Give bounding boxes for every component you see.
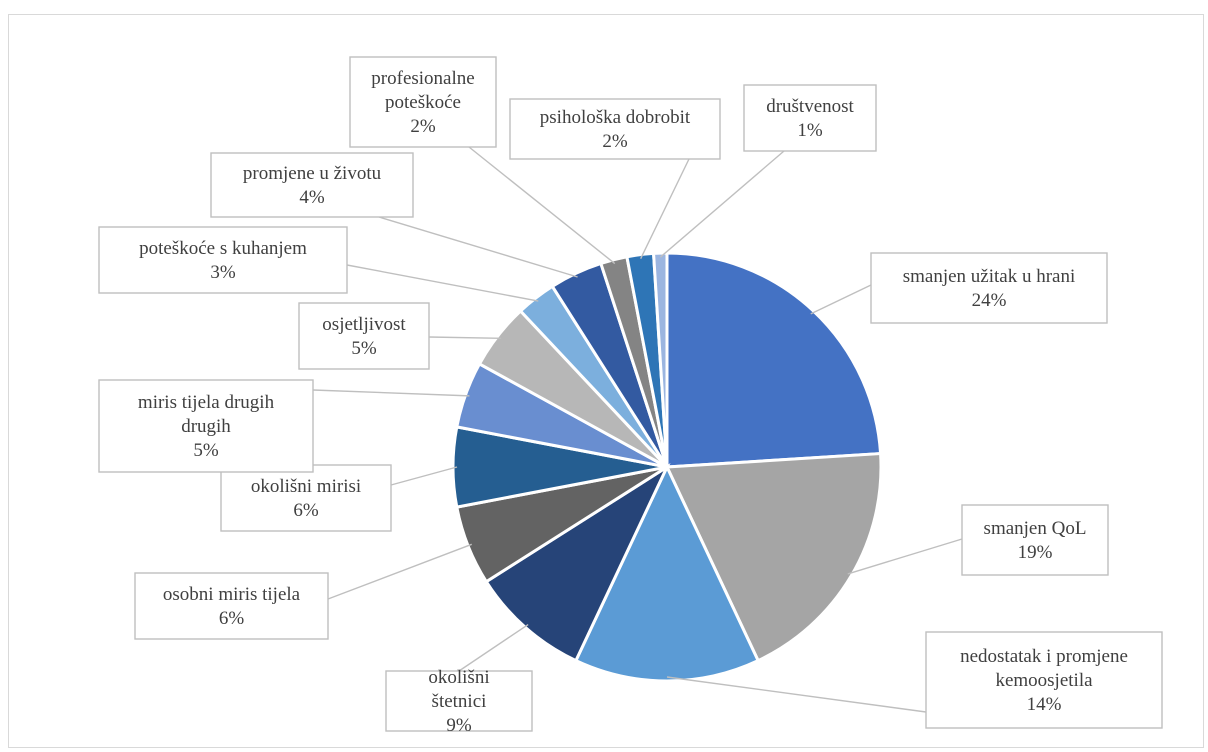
data-label-box bbox=[961, 504, 1109, 576]
pie-chart: smanjen užitak u hrani 24% smanjen QoL 19% n… bbox=[98, 56, 1163, 736]
data-label: smanjen užitak u hrani 24% bbox=[870, 252, 1108, 324]
data-label: smanjen QoL 19% bbox=[961, 504, 1109, 576]
data-labels: smanjen užitak u hrani 24% smanjen QoL 19% n… bbox=[98, 56, 1163, 736]
leader-lines bbox=[312, 146, 963, 713]
data-label-box bbox=[210, 152, 414, 218]
data-label-percent: 9% bbox=[446, 715, 472, 736]
data-label-percent: 2% bbox=[410, 116, 436, 137]
data-label-percent: 5% bbox=[193, 440, 219, 461]
data-label: promjene u životu 4% bbox=[210, 152, 414, 218]
data-label-category: smanjen užitak u hrani bbox=[903, 266, 1076, 287]
leader-line bbox=[659, 150, 785, 258]
data-label: osobni miris tijela 6% bbox=[134, 572, 329, 640]
leader-line bbox=[847, 538, 963, 575]
pie-slices bbox=[451, 251, 883, 683]
data-label-category: profesionalne poteškoće bbox=[371, 68, 474, 113]
data-label-percent: 4% bbox=[299, 187, 325, 208]
data-label-box bbox=[220, 464, 392, 532]
pie-slice bbox=[651, 251, 669, 468]
data-label: nedostatak i promjene kemoosjetila 14% bbox=[925, 631, 1163, 729]
data-label-percent: 6% bbox=[219, 608, 245, 629]
leader-line bbox=[428, 336, 502, 339]
data-label: društvenost 1% bbox=[743, 84, 877, 152]
data-label-box bbox=[98, 379, 314, 473]
data-label-box bbox=[870, 252, 1108, 324]
data-label: poteškoće s kuhanjem 3% bbox=[98, 226, 348, 294]
pie-slice bbox=[665, 251, 883, 469]
data-label-box bbox=[925, 631, 1163, 729]
pie-slice bbox=[664, 451, 883, 663]
leader-line bbox=[312, 389, 470, 397]
data-label: osjetljivost 5% bbox=[298, 302, 430, 370]
data-label-percent: 24% bbox=[972, 290, 1007, 311]
data-label-percent: 1% bbox=[797, 120, 823, 141]
data-label-category: osjetljivost bbox=[322, 314, 406, 335]
data-label-category: nedostatak i promjene kemoosjetila bbox=[960, 646, 1128, 691]
data-label-percent: 2% bbox=[602, 131, 628, 152]
data-label-box bbox=[509, 98, 721, 160]
data-label-box bbox=[298, 302, 430, 370]
data-label-percent: 6% bbox=[293, 500, 319, 521]
data-label-box bbox=[743, 84, 877, 152]
chart-area: smanjen užitak u hrani 24% smanjen QoL 19% n… bbox=[8, 14, 1204, 748]
pie-slice bbox=[484, 462, 671, 663]
data-label-category: psihološka dobrobit bbox=[540, 107, 691, 128]
data-label: profesionalne poteškoće 2% bbox=[349, 56, 497, 148]
data-label-percent: 5% bbox=[351, 338, 377, 359]
pie-slice bbox=[573, 463, 761, 683]
data-label: psihološka dobrobit 2% bbox=[509, 98, 721, 160]
data-label-category: društvenost bbox=[766, 96, 854, 117]
leader-line bbox=[640, 158, 690, 259]
leader-line bbox=[666, 676, 927, 713]
data-label-category: smanjen QoL bbox=[984, 518, 1087, 539]
data-label-box bbox=[134, 572, 329, 640]
leader-line bbox=[468, 146, 616, 265]
leader-line bbox=[346, 264, 539, 302]
data-label-percent: 14% bbox=[1027, 694, 1062, 715]
leader-line bbox=[327, 543, 472, 600]
data-label: okolišni mirisi 6% bbox=[220, 464, 392, 532]
data-label-box bbox=[349, 56, 497, 148]
leader-line bbox=[378, 216, 578, 278]
data-label-category: miris tijela drugih drugih bbox=[138, 392, 275, 437]
data-label-category: okolišni štetnici bbox=[428, 667, 489, 712]
data-label-percent: 3% bbox=[210, 262, 236, 283]
data-label-category: osobni miris tijela bbox=[163, 584, 301, 605]
data-label-box bbox=[98, 226, 348, 294]
data-label-category: poteškoće s kuhanjem bbox=[139, 238, 307, 259]
data-label: miris tijela drugih drugih 5% bbox=[98, 379, 314, 473]
data-label-percent: 19% bbox=[1018, 542, 1053, 563]
data-label-category: okolišni mirisi bbox=[251, 476, 361, 497]
leader-line bbox=[390, 466, 458, 486]
leader-line bbox=[458, 623, 529, 672]
data-label-box bbox=[385, 670, 533, 732]
data-label-category: promjene u životu bbox=[243, 163, 382, 184]
data-label: okolišni štetnici 9% bbox=[385, 667, 533, 736]
leader-line bbox=[810, 284, 872, 315]
